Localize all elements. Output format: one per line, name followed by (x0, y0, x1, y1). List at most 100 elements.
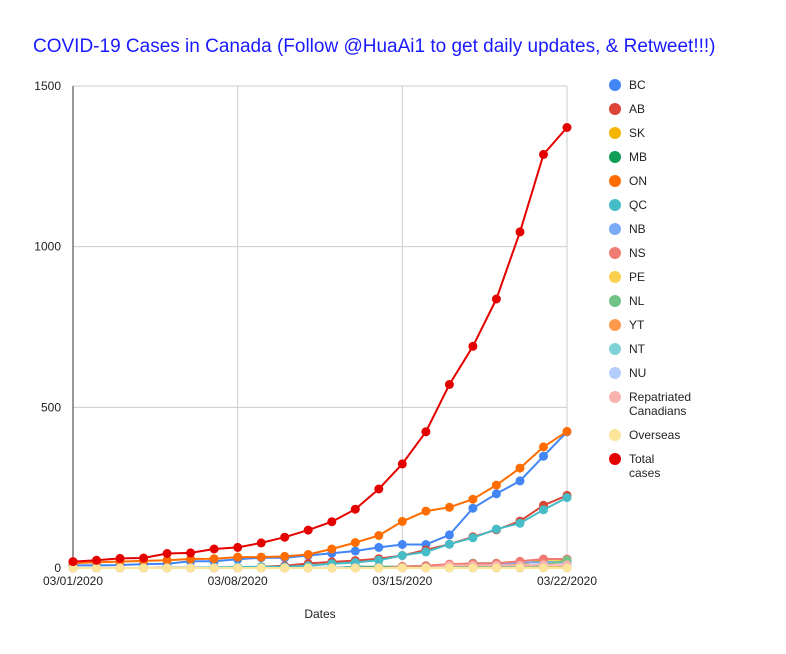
chart-title: COVID-19 Cases in Canada (Follow @HuaAi1… (33, 36, 716, 57)
data-point-on (280, 551, 290, 561)
x-axis-title: Dates (304, 607, 335, 621)
legend-label: QC (629, 198, 647, 212)
data-point-bc (374, 542, 384, 552)
data-point-bc (491, 489, 501, 499)
legend-label: Overseas (629, 428, 680, 442)
legend-item-qc: QC (609, 198, 647, 212)
data-point-overseas (233, 563, 243, 573)
y-tick-label: 500 (41, 400, 61, 414)
data-point-on (444, 502, 454, 512)
legend-label: NT (629, 342, 646, 356)
data-point-overseas (115, 563, 125, 573)
legend-item-total-cases: Total cases (609, 452, 660, 480)
legend-item-nu: NU (609, 366, 646, 380)
data-point-on (421, 506, 431, 516)
data-point-on (374, 531, 384, 540)
data-point-overseas (303, 563, 313, 573)
data-point-total-cases (280, 532, 290, 542)
series-line-on (72, 430, 568, 565)
legend-label: ON (629, 174, 647, 188)
data-point-bc (468, 503, 478, 513)
data-point-overseas (515, 563, 525, 573)
data-point-total-cases (421, 427, 431, 437)
data-point-total-cases (303, 525, 313, 535)
data-point-on (491, 480, 501, 490)
data-point-total-cases (256, 538, 266, 548)
data-point-overseas (327, 563, 337, 573)
data-point-bc (397, 540, 407, 549)
data-point-bc (539, 451, 548, 461)
data-point-total-cases (92, 555, 101, 565)
series-overseas (68, 563, 572, 573)
data-point-bc (515, 476, 525, 486)
data-point-total-cases (444, 380, 454, 389)
data-point-total-cases (539, 149, 548, 159)
data-point-qc (468, 533, 478, 543)
data-point-total-cases (397, 459, 407, 469)
legend-item-ns: NS (609, 246, 646, 260)
y-tick-label: 1500 (34, 79, 61, 93)
series-total-cases (68, 123, 572, 567)
data-point-overseas (92, 563, 101, 573)
legend-label: PE (629, 270, 645, 284)
data-point-on (233, 552, 243, 562)
legend: BC AB SK MB ON QC NB NS PE NL YT NT NU Repatriated Can… (609, 78, 691, 480)
data-point-on (303, 550, 313, 559)
data-point-total-cases (162, 549, 172, 558)
data-point-bc (350, 546, 360, 556)
series-layer (68, 123, 572, 573)
legend-swatch (609, 223, 621, 235)
data-point-qc (515, 518, 525, 528)
grid (73, 85, 568, 568)
legend-label: NS (629, 246, 646, 260)
legend-item-on: ON (609, 174, 647, 188)
data-point-total-cases (209, 544, 219, 554)
legend-item-nb: NB (609, 222, 646, 236)
data-point-overseas (256, 563, 266, 573)
legend-swatch (609, 271, 621, 283)
data-point-total-cases (115, 553, 125, 563)
data-point-on (209, 554, 219, 564)
data-point-on (468, 494, 478, 504)
data-point-overseas (162, 563, 172, 573)
legend-item-nt: NT (609, 342, 646, 356)
data-point-total-cases (68, 557, 78, 567)
data-point-on (539, 442, 548, 452)
data-point-on (162, 555, 172, 565)
data-point-overseas (186, 563, 196, 573)
data-point-total-cases (186, 548, 196, 558)
legend-label: NB (629, 222, 646, 236)
y-tick-label: 0 (54, 561, 61, 575)
legend-label: Total cases (629, 452, 660, 480)
legend-swatch (609, 151, 621, 163)
data-point-qc (539, 505, 548, 515)
legend-label: YT (629, 318, 645, 332)
legend-item-nl: NL (609, 294, 645, 308)
data-point-overseas (374, 563, 384, 573)
data-point-qc (397, 551, 407, 560)
legend-swatch (609, 453, 621, 465)
legend-label: NL (629, 294, 645, 308)
data-point-total-cases (491, 294, 501, 304)
legend-label: BC (629, 78, 646, 92)
legend-item-pe: PE (609, 270, 645, 284)
legend-swatch (609, 103, 621, 115)
legend-item-mb: MB (609, 150, 647, 164)
legend-swatch (609, 367, 621, 379)
data-point-total-cases (233, 542, 243, 552)
data-point-total-cases (515, 227, 525, 237)
legend-swatch (609, 199, 621, 211)
data-point-overseas (468, 563, 478, 573)
legend-item-repatriated-canadians: Repatriated Canadians (609, 390, 691, 418)
data-point-qc (421, 547, 431, 557)
data-point-on (327, 544, 337, 554)
data-point-on (562, 426, 572, 436)
legend-label: MB (629, 150, 647, 164)
legend-label: AB (629, 102, 645, 116)
legend-swatch (609, 127, 621, 139)
data-point-overseas (280, 563, 290, 573)
legend-item-bc: BC (609, 78, 646, 92)
legend-item-ab: AB (609, 102, 645, 116)
data-point-overseas (562, 563, 572, 573)
data-point-total-cases (374, 484, 384, 494)
